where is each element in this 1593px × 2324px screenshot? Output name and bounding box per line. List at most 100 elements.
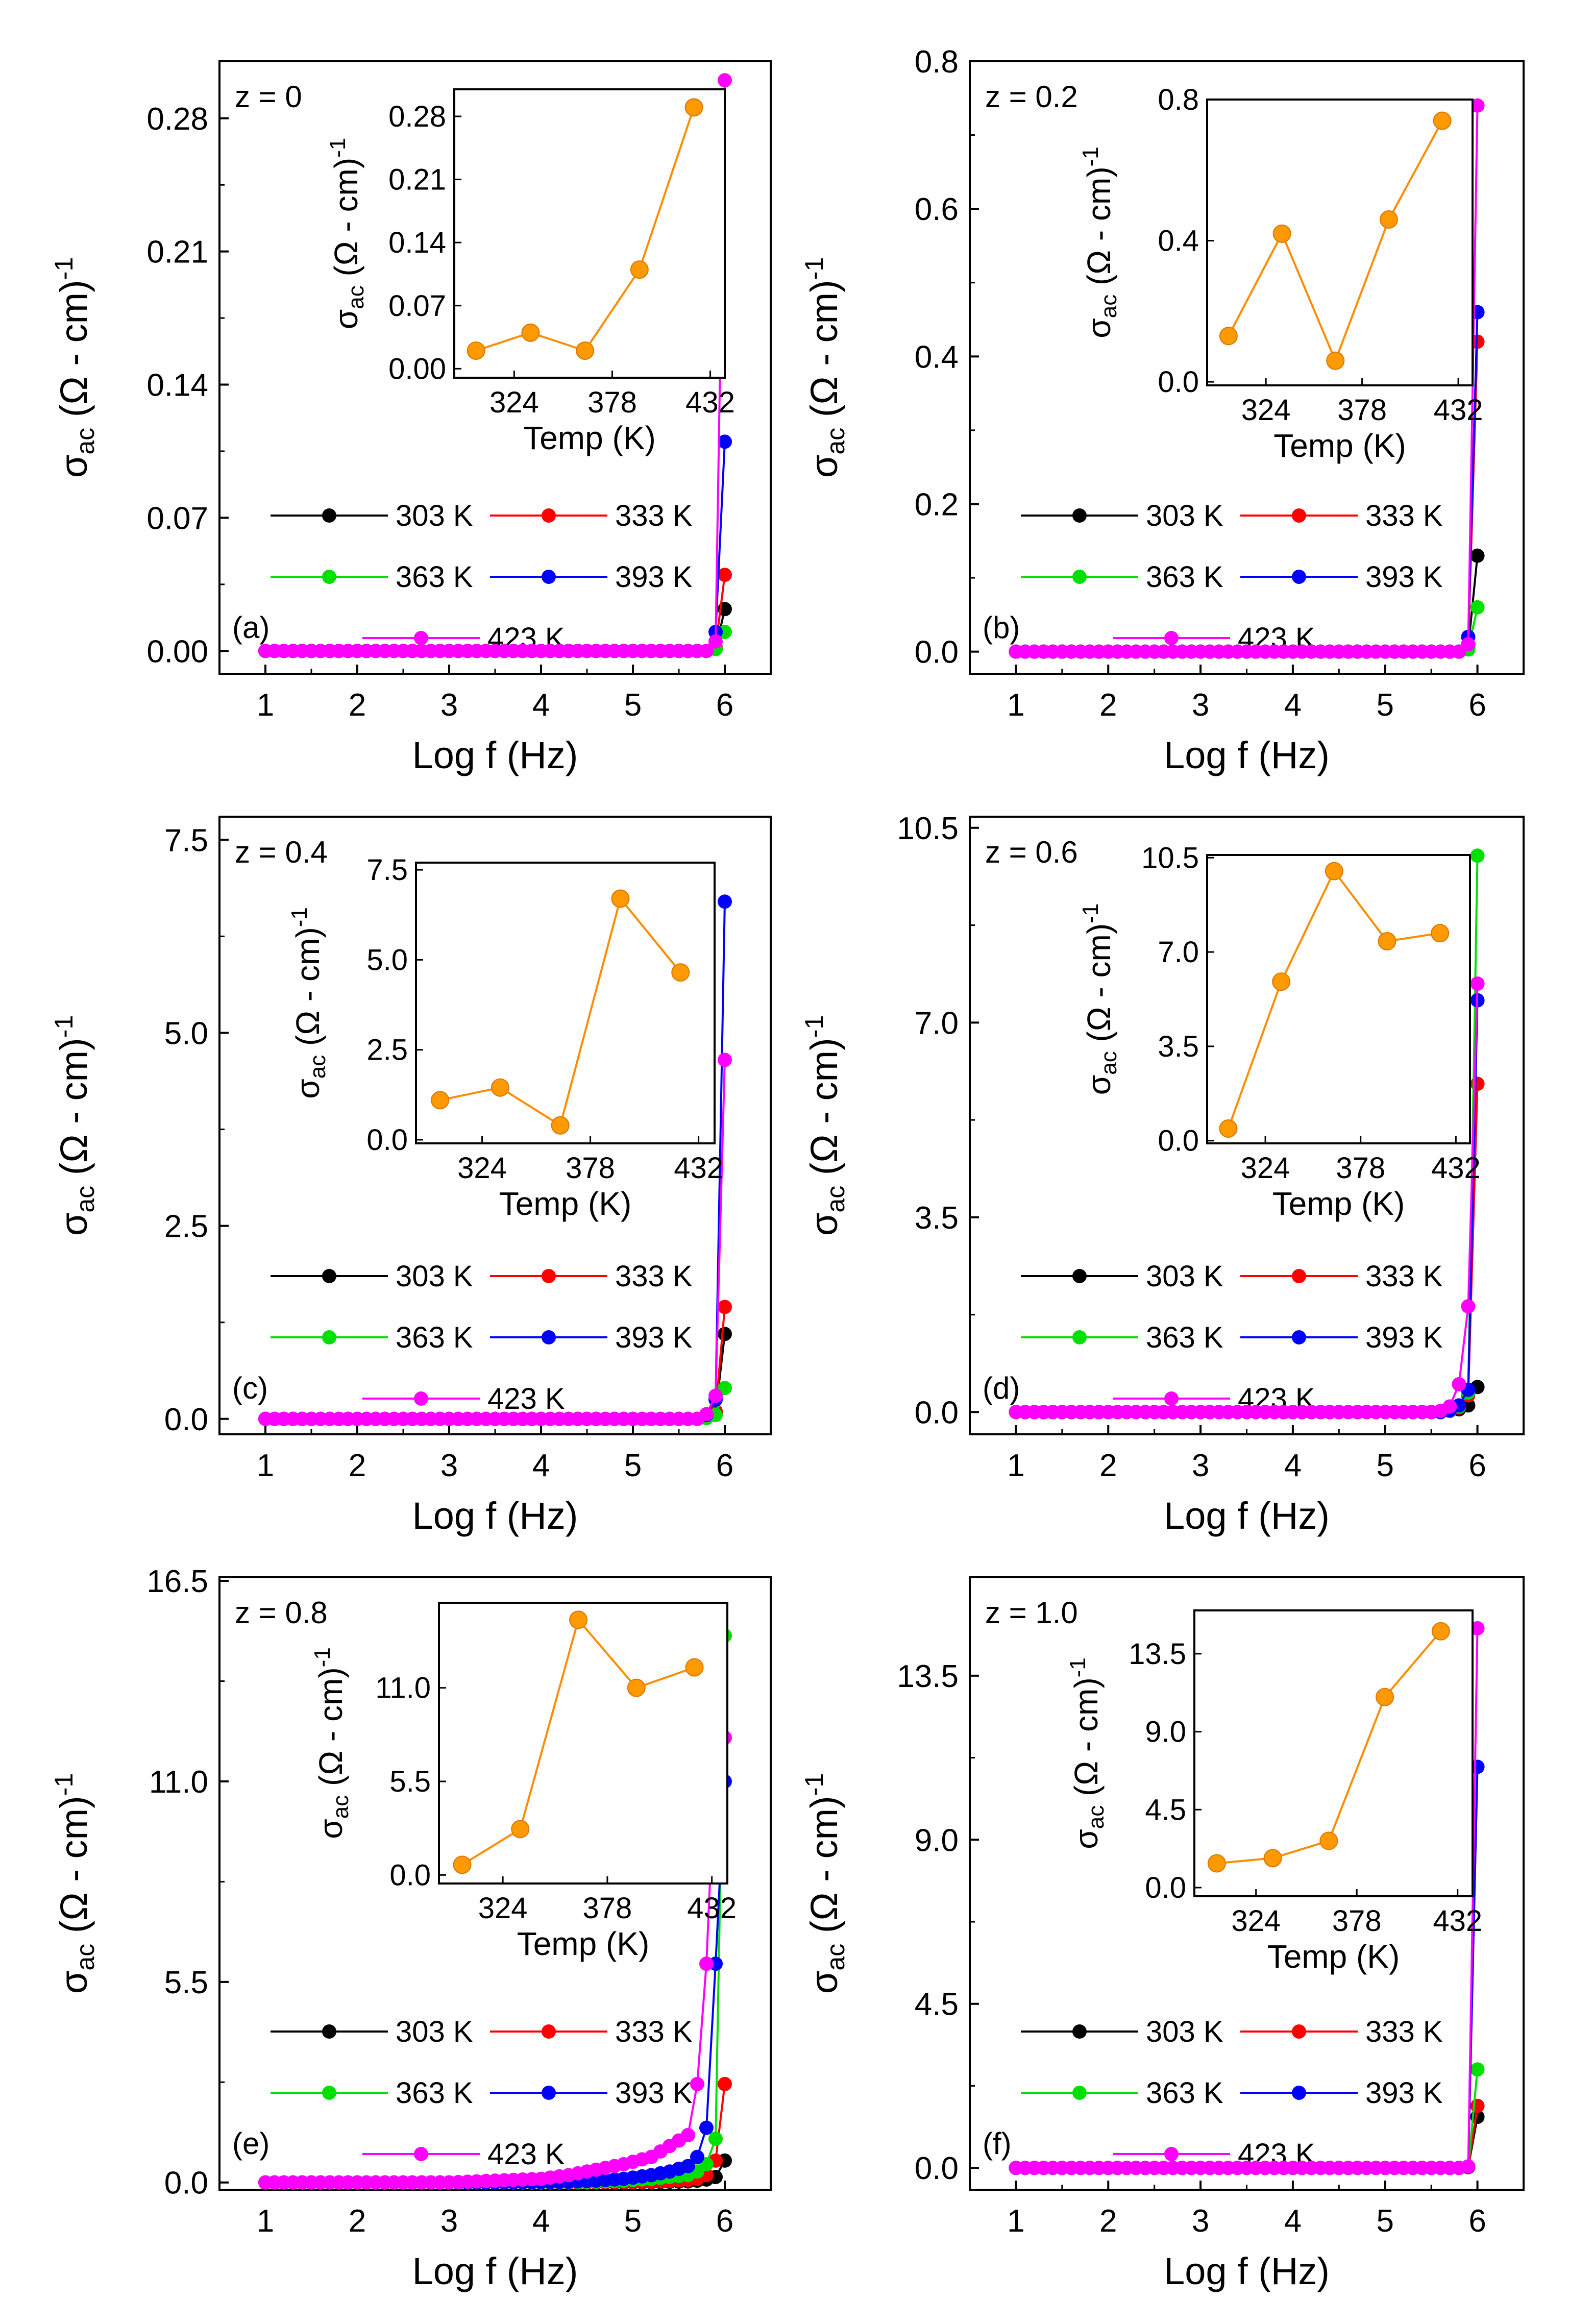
inset-data-point bbox=[511, 1820, 530, 1839]
inset-x-tick-label: 324 bbox=[489, 386, 539, 419]
legend-marker bbox=[1072, 1269, 1087, 1283]
series-line bbox=[265, 442, 726, 652]
y-axis-superscript: -1 bbox=[50, 1015, 78, 1038]
y-tick-label: 7.5 bbox=[164, 823, 208, 858]
legend-marker bbox=[1164, 2147, 1179, 2161]
legend-marker bbox=[542, 1269, 556, 1283]
inset-data-point bbox=[551, 1116, 570, 1135]
x-tick-label: 1 bbox=[257, 2204, 274, 2239]
x-tick-label: 6 bbox=[716, 688, 733, 723]
y-axis-units: (Ω - cm) bbox=[803, 1796, 845, 1944]
x-tick-label: 3 bbox=[440, 1448, 458, 1483]
inset-y-axis-superscript: -1 bbox=[310, 1647, 335, 1667]
y-tick-label: 11.0 bbox=[149, 1765, 208, 1800]
inset-data-point bbox=[431, 1091, 450, 1110]
inset-frame bbox=[453, 88, 726, 379]
series-line bbox=[1016, 341, 1479, 653]
x-tick-label: 5 bbox=[1377, 1448, 1394, 1483]
y-tick-label: 9.0 bbox=[915, 1823, 959, 1858]
inset-x-axis-title: Temp (K) bbox=[1272, 1185, 1405, 1222]
inset-data-point bbox=[1431, 1622, 1450, 1641]
legend-marker bbox=[414, 2147, 428, 2161]
inset-y-axis-subscript: ac bbox=[1096, 1051, 1121, 1074]
data-point bbox=[681, 2159, 695, 2173]
y-tick-label: 10.5 bbox=[897, 811, 959, 846]
y-tick-label: 4.5 bbox=[915, 1987, 959, 2022]
data-point bbox=[718, 73, 732, 88]
y-axis-units: (Ω - cm) bbox=[53, 280, 95, 428]
x-tick-label: 6 bbox=[1468, 1448, 1486, 1483]
data-point bbox=[708, 2132, 723, 2146]
inset-y-axis-superscript: -1 bbox=[1078, 146, 1103, 166]
inset-data-point bbox=[1431, 924, 1450, 943]
x-axis-title: Log f (Hz) bbox=[412, 734, 578, 776]
inset-data-point bbox=[1433, 111, 1452, 130]
x-tick-label: 2 bbox=[349, 1448, 366, 1483]
inset-chart: 324 378 432 0.0 3.5 7.0 10.5 Temp (K) σac (Ω - c… bbox=[1078, 841, 1481, 1222]
inset-y-axis-units: (Ω - cm) bbox=[312, 1667, 349, 1795]
inset-y-axis-superscript: -1 bbox=[1078, 903, 1103, 923]
legend-marker bbox=[542, 2086, 556, 2100]
inset-chart: 324 378 432 0.0 5.5 11.0 Temp (K) σac (Ω - cm)-… bbox=[310, 1602, 737, 1962]
y-axis-symbol: σ bbox=[53, 1971, 95, 1994]
inset-data-point bbox=[611, 889, 630, 908]
data-point bbox=[1442, 1399, 1457, 1414]
inset-y-axis-superscript: -1 bbox=[1065, 1657, 1090, 1677]
data-point bbox=[1470, 600, 1485, 615]
x-tick-label: 3 bbox=[1192, 2204, 1209, 2239]
x-tick-label: 3 bbox=[1192, 1448, 1209, 1483]
inset-y-tick-label: 2.5 bbox=[366, 1034, 408, 1067]
y-axis-title: σac (Ω - cm)-1 bbox=[800, 1773, 850, 1994]
data-point bbox=[1470, 98, 1485, 113]
inset-data-point bbox=[1272, 224, 1291, 243]
inset-y-axis-symbol: σ bbox=[1068, 1829, 1105, 1849]
inset-x-axis-title: Temp (K) bbox=[523, 420, 656, 456]
inset-y-axis-units: (Ω - cm) bbox=[289, 927, 326, 1055]
y-axis-superscript: -1 bbox=[800, 257, 828, 280]
y-axis-title: σac (Ω - cm)-1 bbox=[800, 1015, 850, 1236]
y-axis-subscript: ac bbox=[71, 1944, 100, 1971]
x-tick-label: 2 bbox=[1099, 1448, 1117, 1483]
x-tick-label: 5 bbox=[624, 688, 642, 723]
legend-label: 363 K bbox=[396, 1321, 473, 1354]
data-point bbox=[1470, 1621, 1485, 1635]
y-axis-units: (Ω - cm) bbox=[803, 280, 845, 428]
x-axis-title: Log f (Hz) bbox=[412, 2250, 578, 2292]
y-axis-title: σac (Ω - cm)-1 bbox=[50, 257, 100, 478]
composition-label: z = 0.2 bbox=[985, 80, 1078, 114]
inset-x-tick-label: 324 bbox=[1241, 394, 1291, 427]
inset-y-tick-label: 0.0 bbox=[1145, 1871, 1186, 1904]
inset-y-tick-label: 0.28 bbox=[388, 100, 446, 133]
legend-label: 393 K bbox=[615, 1321, 693, 1354]
legend-marker bbox=[542, 1330, 556, 1344]
panel-a: 1 2 3 4 5 6 0.00 0.07 0.14 0.21 0.28 Log f (Hz) σac … bbox=[50, 60, 772, 776]
inset-y-tick-label: 0.07 bbox=[388, 289, 446, 323]
inset-x-tick-label: 378 bbox=[566, 1152, 615, 1185]
x-tick-label: 6 bbox=[716, 2204, 733, 2239]
y-axis-symbol: σ bbox=[803, 1971, 845, 1994]
legend-marker bbox=[1164, 631, 1179, 645]
x-axis-title: Log f (Hz) bbox=[1164, 734, 1330, 776]
y-tick-label: 0.0 bbox=[164, 1402, 208, 1437]
inset-data-point bbox=[1219, 327, 1238, 346]
inset-y-axis-units: (Ω - cm) bbox=[1068, 1677, 1105, 1805]
inset-y-axis-symbol: σ bbox=[1081, 318, 1117, 338]
y-tick-label: 13.5 bbox=[897, 1659, 959, 1694]
legend-marker bbox=[542, 508, 556, 523]
inset-frame bbox=[415, 862, 716, 1144]
x-tick-label: 4 bbox=[1284, 2204, 1302, 2239]
inset-data-point bbox=[491, 1078, 509, 1097]
legend-marker bbox=[1072, 1330, 1087, 1344]
data-point bbox=[708, 634, 723, 649]
legend-marker bbox=[1072, 2024, 1087, 2039]
inset-x-tick-label: 378 bbox=[587, 386, 637, 419]
inset-y-axis-units: (Ω - cm) bbox=[328, 158, 364, 285]
legend-label: 303 K bbox=[1146, 1260, 1223, 1293]
x-axis-title: Log f (Hz) bbox=[1164, 1495, 1330, 1537]
